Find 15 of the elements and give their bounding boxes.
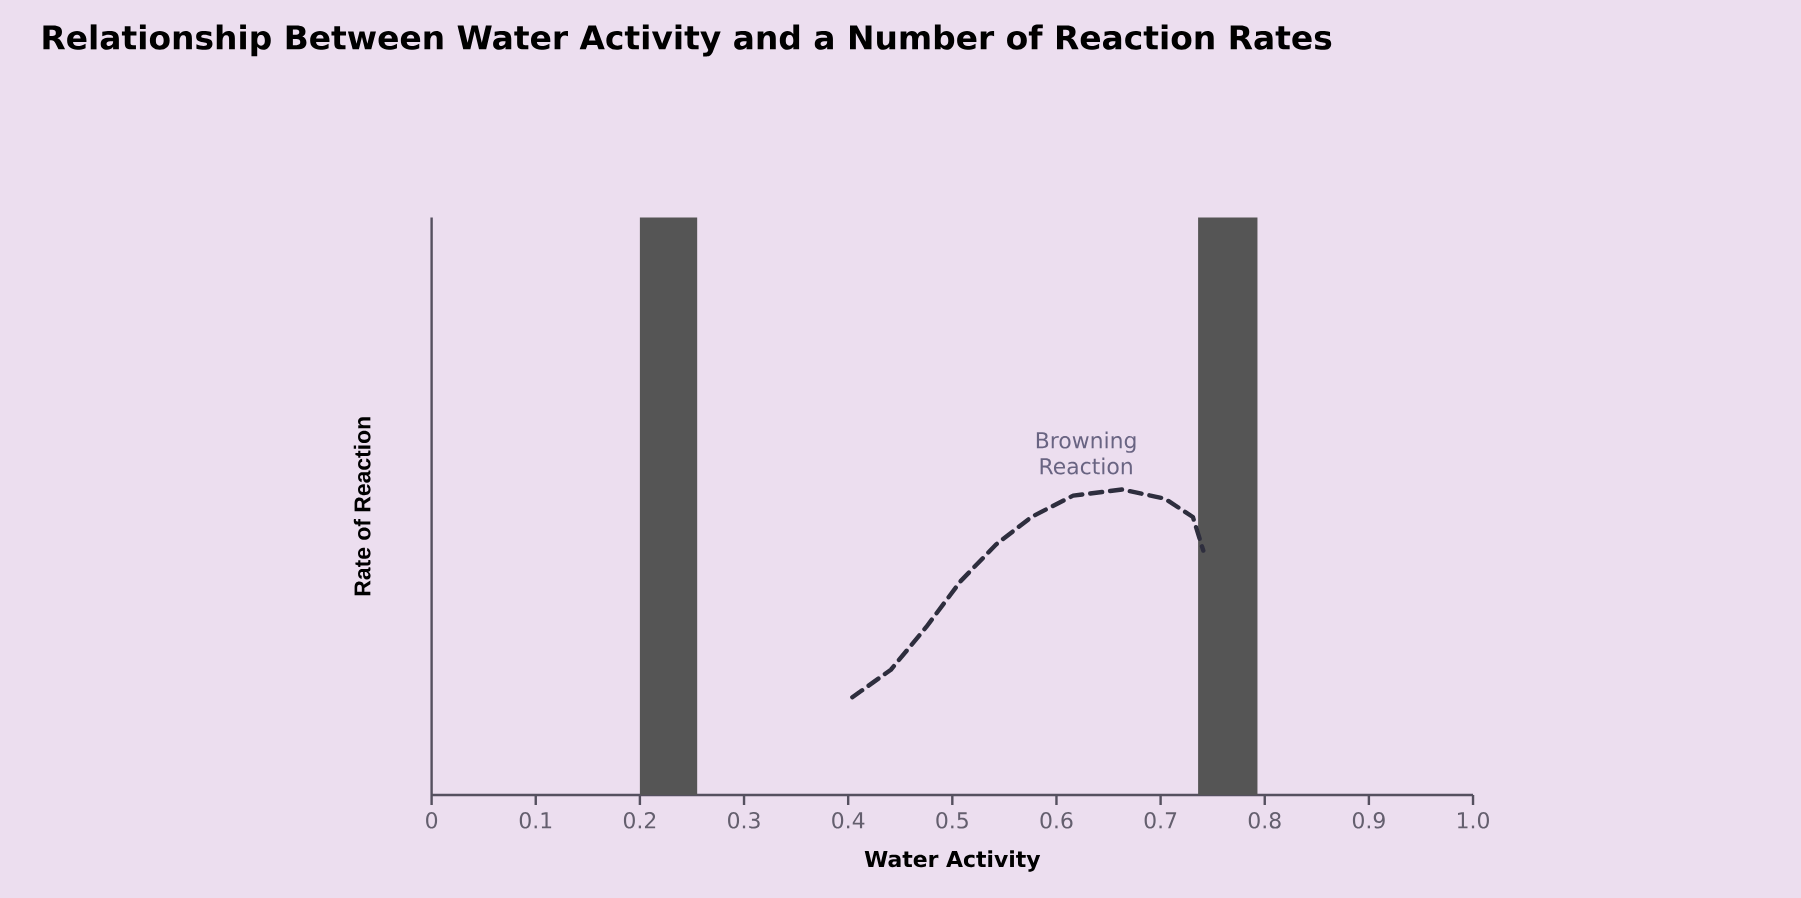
x-tick-label: 0.1 [519,812,552,829]
y-axis-title: Rate of Reaction [353,417,371,596]
x-tick-label: 0.8 [1248,812,1281,829]
x-tick-label: 1.0 [1458,812,1489,829]
x-tick-label: 0.7 [1144,812,1177,829]
chart-title: Relationship Between Water Activity and a Number of Reaction Rates [43,24,1332,57]
x-tick-label: 0.5 [936,812,968,829]
x-axis-title: Water Activity [864,850,1041,872]
x-tick-label: 0 [426,812,438,829]
text: Browning Reaction [1036,431,1136,475]
x-tick-label: 0.4 [832,812,865,829]
x-tick-label: 0.3 [728,812,760,829]
x-tick-label: 0.2 [623,812,656,829]
x-tick-label: 0.9 [1352,812,1385,829]
x-tick-label: 0.6 [1040,812,1073,829]
